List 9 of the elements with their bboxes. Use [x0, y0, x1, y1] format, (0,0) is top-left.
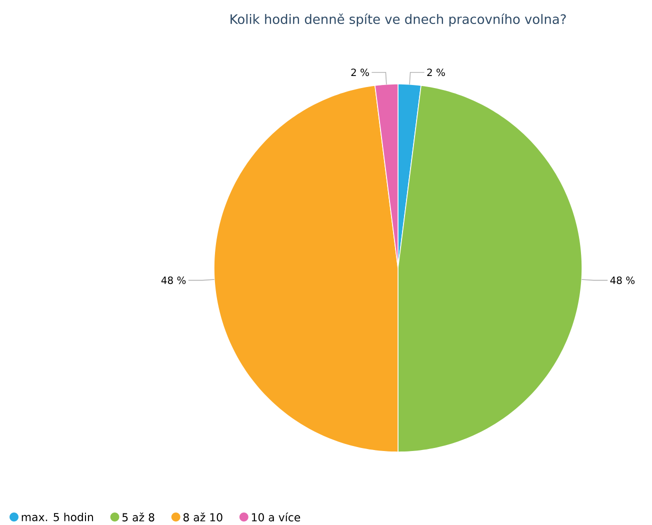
data-label: 48 %	[161, 276, 186, 284]
legend-label: 10 a více	[252, 512, 300, 522]
data-label: 48 %	[610, 276, 635, 284]
legend-label: 8 až 10	[183, 512, 222, 522]
data-label: 2 %	[351, 68, 369, 76]
legend-label: max. 5 hodin	[22, 512, 94, 522]
chart-title: Kolik hodin denně spíte ve dnech pracovního volna?	[230, 14, 566, 27]
legend-label: 5 až 8	[122, 512, 154, 522]
data-label: 2 %	[427, 68, 445, 76]
